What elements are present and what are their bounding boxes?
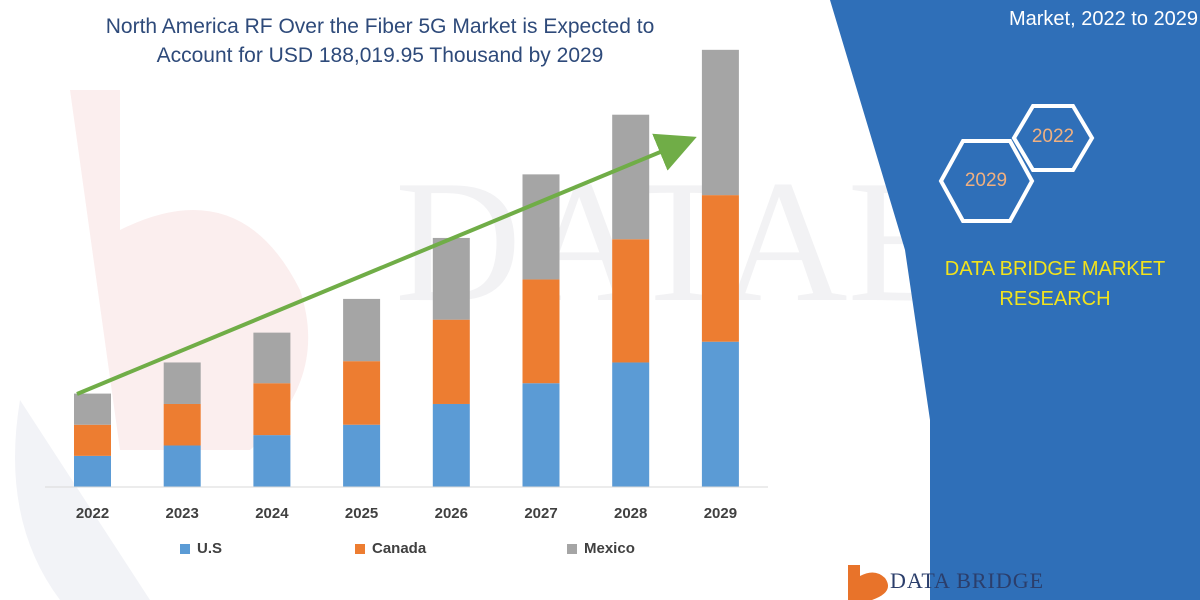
legend-item-us: U.S	[180, 540, 222, 557]
chart-title-line2: Account for USD 188,019.95 Thousand by 2…	[156, 44, 604, 67]
brand-name-line2: RESEARCH	[999, 288, 1111, 310]
bar-mexico-2027	[522, 174, 560, 280]
bar-canada-2025	[343, 361, 381, 425]
legend-label-canada: Canada	[372, 540, 427, 557]
bar-us-2025	[343, 424, 381, 487]
bar-us-2023	[163, 445, 201, 487]
bar-mexico-2029	[701, 49, 739, 196]
hex-label-2029: 2029	[964, 170, 1008, 191]
bar-canada-2026	[432, 319, 470, 404]
x-tick-label-2025: 2025	[345, 505, 378, 522]
bar-mexico-2023	[163, 362, 201, 404]
hexagon-2022-icon	[1011, 104, 1095, 172]
bar-mexico-2028	[612, 114, 650, 240]
hexagon-2029-icon	[938, 139, 1035, 223]
legend-swatch-us	[180, 543, 190, 554]
x-tick-label-2026: 2026	[435, 505, 468, 522]
side-panel-background	[830, 0, 1200, 600]
bar-us-2024	[253, 435, 291, 487]
legend-item-canada: Canada	[355, 540, 426, 557]
bar-us-2026	[432, 403, 470, 487]
x-tick-label-2024: 2024	[255, 505, 289, 522]
bar-canada-2023	[163, 403, 201, 446]
x-tick-label-2029: 2029	[704, 505, 737, 522]
x-tick-label-2027: 2027	[524, 505, 557, 522]
x-tick-label-2023: 2023	[166, 505, 199, 522]
chart-title-line1: North America RF Over the Fiber 5G Marke…	[105, 15, 655, 38]
brand-logo-icon	[848, 565, 889, 600]
trend-arrow	[76, 133, 697, 396]
chart-title: North America RF Over the Fiber 5G Marke…	[30, 12, 730, 70]
bar-mexico-2022	[74, 393, 111, 425]
bar-us-2027	[522, 383, 560, 487]
brand-logo-text: DATA BRIDGE	[890, 568, 1045, 593]
legend-swatch-mexico	[567, 543, 577, 554]
brand-name-line1: DATA BRIDGE MARKET	[944, 258, 1166, 280]
legend-swatch-canada	[355, 543, 365, 554]
bar-us-2028	[612, 362, 650, 487]
x-tick-label-2022: 2022	[76, 505, 109, 522]
brand-name: DATA BRIDGE MARKET RESEARCH	[920, 254, 1190, 314]
bar-canada-2029	[701, 195, 739, 342]
bar-mexico-2026	[432, 237, 470, 320]
bar-canada-2024	[253, 383, 291, 436]
legend-label-mexico: Mexico	[584, 540, 635, 557]
bar-mexico-2024	[253, 332, 291, 384]
hex-label-2022: 2022	[1031, 126, 1075, 147]
bar-mexico-2025	[343, 298, 381, 362]
bar-canada-2028	[612, 239, 650, 363]
bar-canada-2022	[74, 424, 111, 456]
x-tick-label-2028: 2028	[614, 505, 647, 522]
stacked-bar-chart: 2022 2023 2024 2025 2026 2027 2028 2029	[45, 49, 768, 522]
legend-label-us: U.S	[197, 540, 223, 557]
legend-item-mexico: Mexico	[567, 540, 635, 557]
side-panel-title: Market, 2022 to 2029	[1008, 8, 1198, 30]
bar-us-2029	[701, 341, 739, 487]
bar-us-2022	[74, 455, 111, 487]
bar-canada-2027	[522, 279, 560, 384]
